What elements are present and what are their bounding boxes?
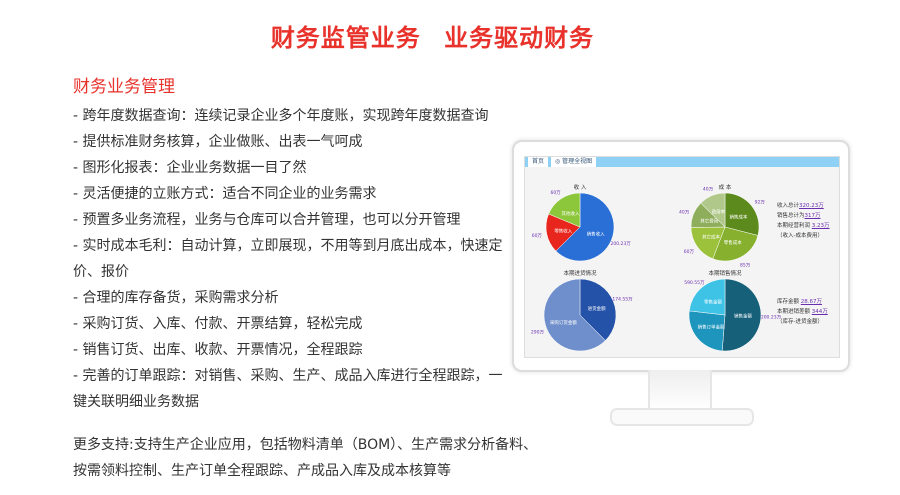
pie-title: 成 本: [719, 183, 732, 191]
pie-slice: [555, 192, 615, 262]
slice-value-label: 60万: [684, 249, 695, 255]
slice-label: 销售订单金额: [698, 323, 725, 330]
pie-slice: [712, 226, 759, 262]
slice-value-label: 200.23万: [761, 315, 782, 321]
slice-value-label: 85万: [740, 262, 751, 268]
slice-label: 费用率: [712, 208, 726, 215]
feature-item: - 实时成本毛利：自动计算，立即展现，不用等到月底出成本，快速定价、报价: [73, 238, 503, 280]
slice-value-label: 40万: [679, 209, 690, 215]
income-stats: 收入总计320.23万 销售总计为317万 本期经营利润 3.23万 （收入-成…: [777, 203, 830, 239]
pie-slice: [579, 278, 617, 341]
pie-slice: [688, 310, 726, 352]
slice-value-label: 174.55万: [612, 296, 633, 302]
feature-item: - 提供标准财务核算，企业做账、出表一气呵成: [73, 134, 363, 150]
pie-slice: [724, 192, 760, 236]
feature-list: - 跨年度数据查询：连续记录企业多个年度账，实现跨年度数据查询 - 提供标准财务…: [73, 103, 513, 415]
pie-slice: [721, 278, 762, 352]
slice-value-label: 60万: [532, 233, 543, 239]
feature-item: - 销售订货、出库、收款、开票情况，全程跟踪: [73, 342, 363, 358]
slice-label: 进货金额: [588, 305, 606, 312]
pie-title: 本期进货情况: [563, 269, 597, 277]
slice-label: 零售成本: [724, 239, 742, 246]
feature-item: - 灵活便捷的立账方式：适合不同企业的业务需求: [73, 186, 377, 202]
slice-label: 销售收入: [587, 231, 605, 238]
pie-slice: [543, 278, 606, 352]
monitor-stand: [648, 370, 712, 410]
slice-value-label: 290万: [531, 330, 545, 336]
monitor-frame: 首页 ◎ 管理全视图 收 入销售收入 200.23万 零售收入 60万 其他收入 60万成 …: [512, 140, 850, 372]
pie-slice: [690, 226, 726, 260]
slice-label: 采购订货金额: [550, 319, 577, 326]
tab-bar: 首页 ◎ 管理全视图: [525, 157, 839, 167]
feature-item: - 预置多业务流程，业务与仓库可以合并管理，也可以分开管理: [73, 212, 461, 228]
pie-slice: [688, 278, 726, 316]
pie-slice: [545, 213, 581, 252]
slice-label: 销售金额: [734, 313, 752, 320]
pie-title: 本期销售情况: [708, 269, 742, 277]
slice-label: 其它费用: [700, 218, 718, 225]
slice-label: 其它成本: [702, 234, 720, 241]
feature-item: - 采购订货、入库、付款、开票结算，轻松完成: [73, 316, 363, 332]
slice-value-label: 590.55万: [684, 280, 705, 286]
slice-value-label: 92万: [755, 199, 766, 205]
tab-overview[interactable]: ◎ 管理全视图: [551, 157, 597, 167]
slice-label: 销售成本: [729, 214, 747, 221]
feature-item: - 完善的订单跟踪：对销售、采购、生产、成品入库进行全程跟踪，一键关联明细业务数…: [73, 368, 503, 410]
slice-label: 零售收入: [554, 227, 572, 234]
page-title: 财务监管业务 业务驱动财务: [270, 24, 595, 52]
slice-value-label: 60万: [550, 190, 561, 196]
tab-home[interactable]: 首页: [528, 157, 549, 167]
more-support-text: 更多支持:支持生产企业应用，包括物料清单（BOM）、生产需求分析备料、按需领料控…: [73, 437, 538, 479]
inventory-stats: 库存金额 28.67万 本期进销差额 344万 （库存-进货金额）: [777, 299, 828, 325]
feature-item: - 图形化报表：企业业务数据一目了然: [73, 160, 307, 176]
slice-value-label: 40万: [703, 186, 714, 192]
feature-item: - 跨年度数据查询：连续记录企业多个年度账，实现跨年度数据查询: [73, 108, 489, 124]
software-screenshot: 首页 ◎ 管理全视图 收 入销售收入 200.23万 零售收入 60万 其他收入 60万成 …: [524, 156, 840, 358]
pie-slice: [700, 192, 726, 228]
pie-slice: [548, 192, 581, 228]
slice-value-label: 200.23万: [611, 241, 632, 247]
section-subtitle: 财务业务管理: [73, 77, 175, 97]
slice-label: 零售金额: [704, 299, 722, 306]
monitor-base: [610, 408, 754, 426]
pie-title: 收 入: [574, 183, 587, 191]
feature-item: - 合理的库存备货，采购需求分析: [73, 290, 279, 306]
slice-label: 其他收入: [562, 210, 580, 217]
